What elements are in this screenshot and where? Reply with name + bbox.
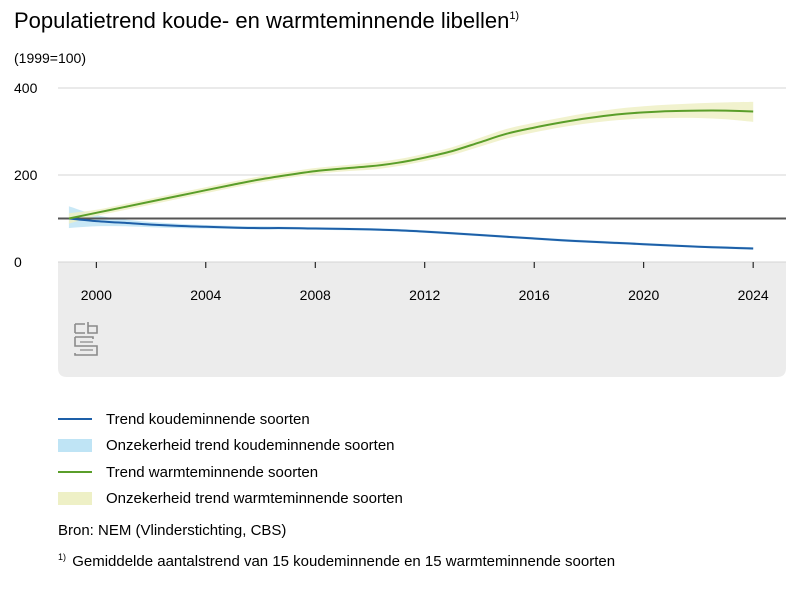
trend-lines <box>68 109 754 250</box>
x-tick-label-2012: 2012 <box>409 287 440 303</box>
chart-title-text: Populatietrend koude- en warmteminnende … <box>14 8 510 33</box>
x-axis-ticks: 2000 2004 2008 2012 2016 2020 2024 <box>81 262 769 303</box>
x-tick-label-2000: 2000 <box>81 287 112 303</box>
x-axis-panel <box>58 262 786 377</box>
y-tick-label-200: 200 <box>14 167 38 183</box>
line-trend-warmteminnende-soorten <box>68 109 754 220</box>
legend-item-warm-trend: Trend warmteminnende soorten <box>58 459 403 486</box>
legend-item-cold-uncertainty: Onzekerheid trend koudeminnende soorten <box>58 433 403 460</box>
band-onzekerheid-trend-koudeminnende-soorten <box>68 206 754 250</box>
line-trend-koudeminnende-soorten <box>68 217 754 250</box>
x-tick-label-2020: 2020 <box>628 287 659 303</box>
footnote-text: Gemiddelde aantalstrend van 15 koudeminn… <box>72 553 616 570</box>
band-onzekerheid-trend-warmteminnende-soorten <box>68 101 754 224</box>
chart-area: 0 200 400 2000 2004 2008 2012 2016 2020 2024 cbs <box>14 80 786 377</box>
legend: Trend koudeminnende soorten Onzekerheid … <box>58 406 403 512</box>
legend-swatch-warm-trend <box>58 471 92 474</box>
y-tick-label-0: 0 <box>14 254 22 270</box>
cbs-logo: cbs <box>74 322 98 356</box>
gridlines <box>58 87 786 263</box>
legend-label-warm-trend: Trend warmteminnende soorten <box>106 463 319 481</box>
source-note: Bron: NEM (Vlinderstichting, CBS) <box>58 522 287 539</box>
uncertainty-bands <box>68 101 754 250</box>
legend-swatch-warm-uncertainty <box>58 492 92 506</box>
x-tick-label-2016: 2016 <box>519 287 550 303</box>
legend-label-warm-uncertainty: Onzekerheid trend warmteminnende soorten <box>106 490 403 508</box>
legend-item-cold-trend: Trend koudeminnende soorten <box>58 406 403 433</box>
legend-swatch-cold-uncertainty <box>58 439 92 453</box>
chart-title: Populatietrend koude- en warmteminnende … <box>14 8 519 34</box>
x-tick-label-2004: 2004 <box>190 287 221 303</box>
legend-swatch-cold-trend <box>58 418 92 421</box>
chart-subtitle: (1999=100) <box>14 50 87 66</box>
legend-label-cold-trend: Trend koudeminnende soorten <box>106 410 310 428</box>
y-axis-ticks: 0 200 400 <box>14 80 38 270</box>
x-tick-label-2008: 2008 <box>300 287 331 303</box>
y-tick-label-400: 400 <box>14 80 38 96</box>
footnote: 1) Gemiddelde aantalstrend van 15 koudem… <box>58 552 615 570</box>
title-footnote-mark: 1) <box>509 10 520 22</box>
legend-label-cold-uncertainty: Onzekerheid trend koudeminnende soorten <box>106 437 395 455</box>
footnote-mark: 1) <box>58 552 67 562</box>
x-tick-label-2024: 2024 <box>738 287 769 303</box>
legend-item-warm-uncertainty: Onzekerheid trend warmteminnende soorten <box>58 486 403 513</box>
